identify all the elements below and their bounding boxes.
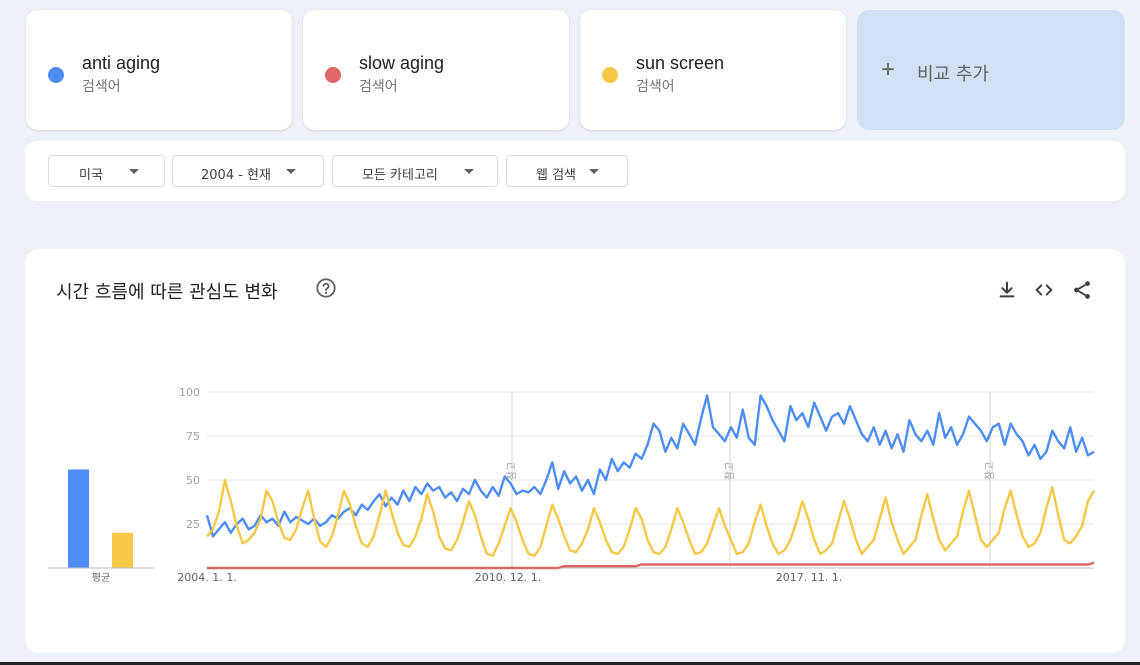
filter-bar: 미국 2004 - 현재 모든 카테고리 웹 검색 (25, 141, 1125, 201)
share-icon[interactable] (1071, 279, 1093, 301)
annotation-label: 참고 (724, 462, 736, 480)
term-card-slow-aging[interactable]: slow aging 검색어 (303, 10, 569, 130)
embed-icon[interactable] (1033, 279, 1055, 301)
average-label: 평균 (92, 572, 110, 584)
average-bar (68, 469, 89, 568)
annotation-label: 참고 (984, 462, 996, 480)
region-value: 미국 (79, 168, 103, 183)
series-color-dot (325, 67, 341, 83)
period-value: 2004 - 현재 (201, 168, 271, 183)
series-line-anti-aging (205, 394, 1095, 538)
average-bar (112, 532, 133, 568)
y-tick-label: 75 (186, 430, 200, 443)
category-dropdown[interactable]: 모든 카테고리 (332, 155, 498, 187)
x-tick-label: 2017. 11. 1. (776, 571, 842, 584)
help-icon[interactable] (315, 277, 337, 299)
plus-icon: + (881, 56, 896, 83)
download-icon[interactable] (996, 279, 1018, 301)
y-tick-label: 100 (179, 386, 200, 399)
add-comparison-button[interactable]: + 비교 추가 (857, 10, 1125, 130)
window-bottom-border (0, 662, 1140, 665)
y-tick-label: 50 (186, 474, 200, 487)
term-name[interactable]: sun screen (636, 53, 725, 73)
search-type-value: 웹 검색 (536, 168, 577, 183)
series-color-dot (48, 67, 64, 83)
search-type-dropdown[interactable]: 웹 검색 (506, 155, 628, 187)
interest-over-time-card: 시간 흐름에 따른 관심도 변화 100 75 50 25 2004. 1. 1. 201… (25, 249, 1125, 653)
category-value: 모든 카테고리 (362, 168, 438, 183)
caret-down-icon (464, 169, 474, 174)
term-type: 검색어 (359, 79, 398, 95)
term-name[interactable]: slow aging (359, 53, 445, 73)
period-dropdown[interactable]: 2004 - 현재 (172, 155, 324, 187)
region-dropdown[interactable]: 미국 (48, 155, 165, 187)
line-chart: 100 75 50 25 2004. 1. 1. 2010. 12. 1. 2017. 11… (48, 386, 1096, 584)
caret-down-icon (129, 169, 139, 174)
annotation-label: 참고 (506, 462, 518, 480)
series-color-dot (602, 67, 618, 83)
term-card-sun-screen[interactable]: sun screen 검색어 (580, 10, 846, 130)
y-tick-label: 25 (186, 518, 200, 531)
term-name[interactable]: anti aging (82, 53, 161, 73)
x-tick-label: 2004. 1. 1. (177, 571, 236, 584)
x-tick-label: 2010. 12. 1. (475, 571, 541, 584)
term-type: 검색어 (636, 79, 675, 95)
add-comparison-label: 비교 추가 (917, 64, 989, 85)
caret-down-icon (589, 169, 599, 174)
term-type: 검색어 (82, 79, 121, 95)
series-line-slow-aging (207, 561, 1095, 570)
chart-title: 시간 흐름에 따른 관심도 변화 (56, 282, 278, 303)
series-line-sun-screen (206, 478, 1096, 557)
caret-down-icon (286, 169, 296, 174)
term-card-anti-aging[interactable]: anti aging 검색어 (26, 10, 292, 130)
